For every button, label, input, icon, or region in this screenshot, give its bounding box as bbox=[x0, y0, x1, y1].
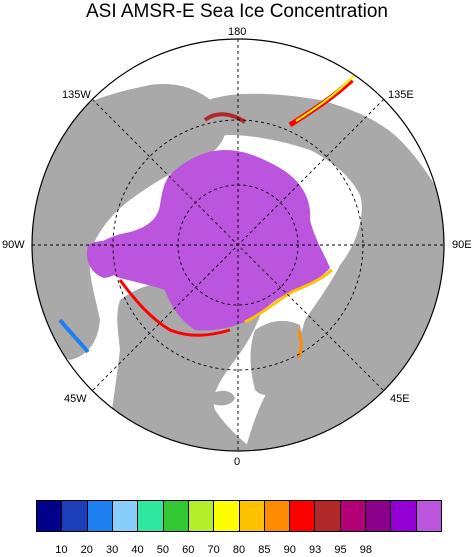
ice-edge-labrador bbox=[58, 318, 90, 354]
legend-color-swatch bbox=[315, 501, 341, 531]
legend-tick-label: 93 bbox=[309, 544, 322, 556]
meridian-135e-45w bbox=[91, 98, 385, 392]
legend-color-swatch bbox=[214, 501, 240, 531]
sea-ice-central-arctic bbox=[92, 150, 330, 331]
legend-color-swatch bbox=[239, 501, 265, 531]
longitude-label-0: 0 bbox=[234, 456, 241, 468]
longitude-label-135e: 135E bbox=[388, 89, 414, 101]
legend-tick-label: 30 bbox=[106, 544, 119, 556]
legend-tick-label: 60 bbox=[182, 544, 195, 556]
ice-edge-barents bbox=[244, 268, 333, 324]
map-title: ASI AMSR-E Sea Ice Concentration bbox=[85, 1, 389, 22]
map-border bbox=[31, 38, 445, 452]
land-north-america bbox=[32, 84, 227, 360]
legend-color-swatch bbox=[112, 501, 139, 531]
longitude-label-180: 180 bbox=[228, 26, 247, 38]
land-iceland bbox=[210, 390, 235, 406]
legend-color-swatch bbox=[290, 501, 316, 531]
longitude-label-45w: 45W bbox=[64, 393, 87, 405]
legend-tick-label: 20 bbox=[80, 544, 93, 556]
legend-tick-label: 10 bbox=[55, 544, 68, 556]
land-alaska-north bbox=[90, 96, 165, 128]
legend-color-swatch bbox=[138, 501, 164, 531]
ice-edge-east-greenland bbox=[118, 279, 231, 337]
ice-edge-bering bbox=[203, 112, 247, 124]
polar-stereographic-map bbox=[31, 38, 445, 452]
ice-edge-baltic bbox=[296, 329, 303, 359]
legend-tick-label: 80 bbox=[232, 544, 246, 556]
legend-color-swatch bbox=[163, 501, 189, 531]
legend-tick-label: 50 bbox=[156, 544, 169, 556]
legend-color-swatch bbox=[37, 501, 63, 531]
legend-tick-label: 70 bbox=[207, 544, 220, 556]
legend-color-swatch bbox=[366, 501, 392, 531]
legend-color-swatch bbox=[87, 501, 113, 531]
legend-tick-label: 90 bbox=[283, 544, 296, 556]
land-greenland-europe bbox=[100, 283, 265, 451]
ice-edge-okhotsk-inner bbox=[295, 73, 357, 122]
legend-color-swatch bbox=[416, 501, 441, 531]
sea-ice-hudson-bay bbox=[86, 240, 129, 278]
legend-tick-label: 98 bbox=[359, 544, 372, 556]
legend-color-swatch bbox=[340, 501, 367, 531]
legend-color-swatch bbox=[264, 501, 291, 531]
color-legend-bar bbox=[36, 500, 442, 532]
graticule bbox=[32, 39, 444, 451]
longitude-label-90e: 90E bbox=[452, 239, 472, 251]
legend-color-swatch bbox=[188, 501, 215, 531]
longitude-label-45e: 45E bbox=[390, 393, 410, 405]
legend-color-swatch bbox=[391, 501, 417, 531]
legend-tick-label: 40 bbox=[131, 544, 144, 556]
legend-tick-label: 95 bbox=[334, 544, 347, 556]
longitude-label-135w: 135W bbox=[62, 89, 91, 101]
longitude-label-90w: 90W bbox=[2, 239, 25, 251]
legend-color-swatch bbox=[62, 501, 88, 531]
land-scandinavia bbox=[250, 320, 302, 396]
legend-tick-label: 85 bbox=[258, 544, 271, 556]
color-legend-ticks: 10 20 30 40 50 60 70 80 85 90 93 95 98 bbox=[36, 544, 442, 556]
